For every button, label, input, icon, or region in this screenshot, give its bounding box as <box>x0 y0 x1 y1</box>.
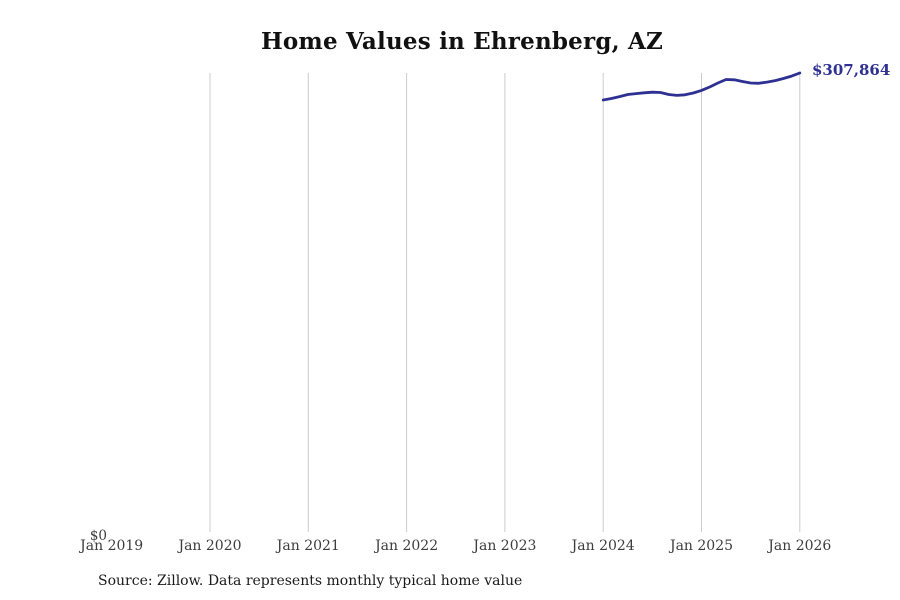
y-axis-tick-labels: $0 <box>90 528 107 544</box>
latest-value-label: $307,864 <box>812 61 890 79</box>
latest-value-text: $307,864 <box>812 61 890 79</box>
chart-title: Home Values in Ehrenberg, AZ <box>260 28 664 55</box>
home-value-series-line <box>601 71 802 102</box>
y-tick-zero: $0 <box>90 528 107 544</box>
source-note: Source: Zillow. Data represents monthly … <box>98 573 523 589</box>
x-tick-jan-2026: Jan 2026 <box>766 538 831 554</box>
x-tick-jan-2021: Jan 2021 <box>275 538 340 554</box>
x-axis-tick-labels: Jan 2019 Jan 2020 Jan 2021 Jan 2022 Jan 2023… <box>78 538 831 554</box>
vertical-gridlines <box>209 73 801 532</box>
x-tick-jan-2022: Jan 2022 <box>373 538 438 554</box>
x-tick-jan-2020: Jan 2020 <box>176 538 241 554</box>
x-tick-jan-2023: Jan 2023 <box>471 538 536 554</box>
x-tick-jan-2019: Jan 2019 <box>78 538 143 554</box>
x-tick-jan-2025: Jan 2025 <box>668 538 733 554</box>
x-tick-jan-2024: Jan 2024 <box>570 538 635 554</box>
series-path-monthly-typical-home-value <box>601 71 802 102</box>
